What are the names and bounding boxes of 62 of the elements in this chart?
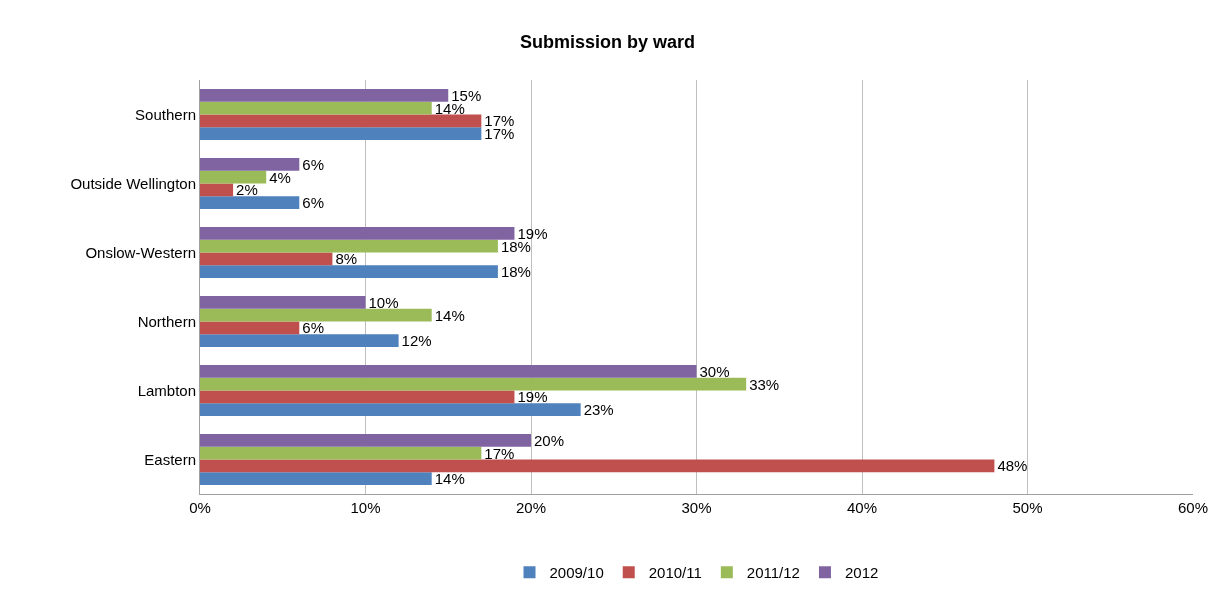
data-label: 20%: [534, 431, 565, 449]
bar: [200, 390, 515, 404]
bar: [200, 196, 300, 210]
data-label: 18%: [500, 263, 531, 281]
data-label: 14%: [434, 470, 465, 488]
y-tick-label: Lambton: [137, 381, 196, 399]
legend-label: 2010/11: [648, 564, 702, 582]
legend-label: 2009/10: [549, 564, 604, 582]
data-label: 4%: [269, 168, 291, 186]
data-label: 17%: [484, 444, 515, 462]
y-tick-label: Southern: [135, 105, 196, 123]
bar: [200, 183, 234, 197]
data-label: 30%: [699, 362, 730, 380]
data-label: 12%: [401, 332, 432, 350]
data-label: 23%: [583, 401, 614, 419]
bar: [200, 295, 366, 309]
y-tick-label: Outside Wellington: [70, 174, 196, 192]
bar: [200, 127, 482, 141]
x-tick-label: 10%: [350, 499, 381, 516]
bar: [200, 252, 333, 266]
bar: [200, 321, 300, 335]
data-label: 10%: [368, 293, 399, 311]
x-tick-label: 30%: [681, 499, 712, 516]
data-label: 6%: [302, 155, 324, 173]
x-tick-label: 50%: [1012, 499, 1043, 516]
bar: [200, 308, 432, 322]
bar: [200, 265, 498, 279]
data-label: 2%: [236, 181, 258, 199]
bar: [200, 226, 515, 240]
bar: [200, 433, 531, 447]
y-tick-label: Onslow-Western: [85, 243, 196, 261]
bar: [200, 377, 747, 391]
y-tick-label: Northern: [137, 312, 196, 330]
bar: [200, 472, 432, 486]
data-label: 6%: [302, 319, 324, 337]
bar: [200, 88, 449, 102]
bar: [200, 459, 995, 473]
data-label: 19%: [517, 388, 548, 406]
bar: [200, 114, 482, 128]
bar: [200, 101, 432, 115]
data-label: 19%: [517, 224, 548, 242]
chart-title: Submission by ward: [519, 32, 696, 53]
bar: [200, 239, 498, 253]
legend-label: 2012: [844, 564, 879, 582]
data-label: 33%: [749, 375, 780, 393]
bar: [200, 364, 697, 378]
x-tick-label: 0%: [189, 499, 211, 516]
y-tick-label: Eastern: [144, 450, 196, 468]
bar: [200, 157, 300, 171]
x-tick-label: 20%: [515, 499, 547, 516]
data-label: 15%: [451, 86, 482, 104]
data-label: 8%: [335, 250, 358, 268]
x-tick-label: 60%: [1177, 499, 1209, 516]
bar: [200, 334, 399, 348]
data-label: 14%: [434, 306, 465, 324]
legend-label: 2011/12: [746, 564, 800, 582]
data-label: 48%: [997, 457, 1028, 475]
bar: [200, 446, 482, 460]
bar: [200, 403, 581, 417]
x-tick-label: 40%: [846, 499, 878, 516]
bar: [200, 170, 267, 184]
data-label: 6%: [302, 194, 324, 212]
